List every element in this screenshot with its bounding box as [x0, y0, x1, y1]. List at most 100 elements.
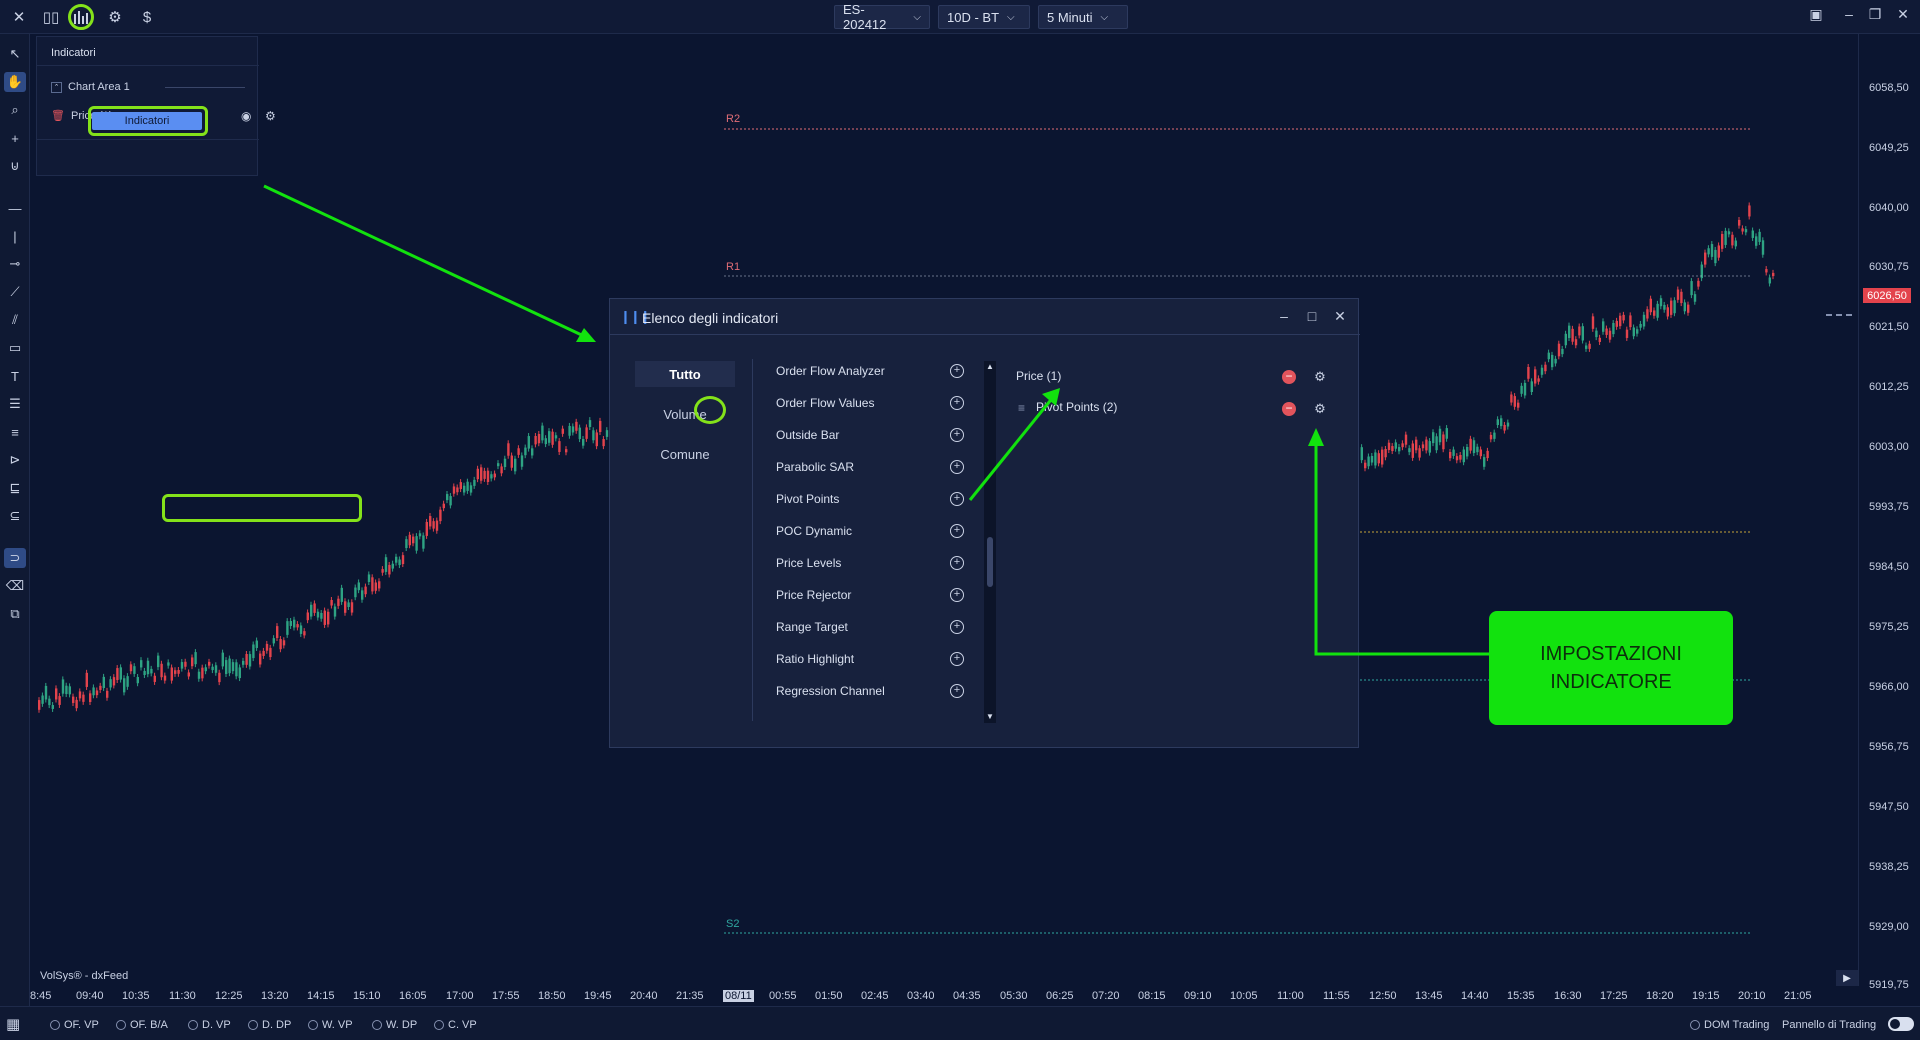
add-icon[interactable]: + [950, 428, 964, 442]
indicator-item[interactable]: Price Rejector + [776, 583, 966, 607]
add-icon[interactable]: + [950, 492, 964, 506]
remove-icon[interactable]: − [1282, 402, 1296, 416]
radio-of-vp[interactable]: OF. VP [50, 1019, 99, 1031]
measure-icon[interactable]: ⊳ [9, 452, 21, 467]
rectangle-icon[interactable]: ▭ [8, 340, 22, 355]
ray-icon[interactable]: ⊸ [9, 256, 21, 271]
minimize-icon[interactable]: – [1280, 308, 1288, 324]
close-window-icon[interactable]: ✕ [1897, 6, 1909, 22]
levels-icon[interactable]: ≡ [11, 424, 19, 440]
add-icon[interactable]: + [950, 556, 964, 570]
radio-w-dp[interactable]: W. DP [372, 1019, 417, 1031]
radio-d-dp[interactable]: D. DP [248, 1019, 291, 1031]
trash-icon[interactable]: 🗑 [51, 110, 65, 122]
lock-drawings-icon[interactable]: ⊆ [9, 508, 21, 523]
indicator-item[interactable]: POC Dynamic + [776, 519, 966, 543]
indicator-item[interactable]: Range Target + [776, 615, 966, 639]
currency-icon[interactable]: $ [142, 8, 152, 26]
indicator-item[interactable]: Parabolic SAR + [776, 455, 966, 479]
time-label: 17:55 [492, 990, 520, 1002]
close-icon[interactable]: ✕ [12, 9, 26, 26]
time-label: 00:55 [769, 990, 797, 1002]
trend-line-icon[interactable]: ⟋ [10, 284, 20, 299]
chart-area-group[interactable]: ⌃ Chart Area 1 [51, 81, 130, 93]
minimize-icon[interactable]: – [1845, 6, 1853, 22]
period-dropdown[interactable]: 10D - BT ⌵ [938, 5, 1030, 29]
candle-body [568, 425, 571, 436]
panel-toggle-icon[interactable]: ▦ [6, 1016, 21, 1033]
eye-icon[interactable]: ◉ [241, 108, 252, 123]
add-icon[interactable]: + [950, 460, 964, 474]
scrollbar-thumb[interactable] [987, 537, 993, 587]
radio-c-vp[interactable]: C. VP [434, 1019, 477, 1031]
scroll-to-end-button[interactable]: ▶ [1836, 970, 1858, 986]
dom-trading-toggle[interactable]: DOM Trading [1690, 1019, 1769, 1031]
collapse-icon[interactable]: ⌃ [51, 81, 62, 93]
scroll-up-icon[interactable]: ▲ [986, 362, 994, 371]
category-tab-all[interactable]: Tutto [635, 361, 735, 387]
radio-of-ba[interactable]: OF. B/A [116, 1019, 168, 1031]
pan-hand-icon[interactable]: ✋ [4, 72, 26, 92]
add-icon[interactable]: + [950, 524, 964, 538]
add-icon[interactable]: + [950, 620, 964, 634]
selected-indicator-pivot-points[interactable]: Pivot Points (2) [1036, 400, 1118, 414]
crosshair-icon[interactable]: + [11, 130, 19, 146]
eraser-icon[interactable]: ⌫ [5, 578, 25, 593]
open-indicators-button[interactable]: Indicatori [92, 112, 202, 130]
candle-body [483, 470, 486, 479]
cursor-icon[interactable]: ↖ [9, 46, 21, 61]
fibonacci-icon[interactable]: ☰ [9, 396, 21, 411]
restore-icon[interactable]: ❐ [1868, 6, 1882, 22]
ruler-icon[interactable]: ⊑ [9, 480, 21, 495]
add-icon[interactable]: + [950, 396, 964, 410]
magnet-icon[interactable]: ⊍ [10, 158, 20, 173]
timeframe-dropdown[interactable]: 5 Minuti ⌵ [1038, 5, 1128, 29]
indicator-item[interactable]: Outside Bar + [776, 423, 966, 447]
scroll-down-icon[interactable]: ▼ [986, 712, 994, 721]
add-icon[interactable]: + [950, 652, 964, 666]
add-icon[interactable]: + [950, 684, 964, 698]
channel-icon[interactable]: ⫽ [12, 312, 18, 327]
candle-body [344, 601, 347, 613]
text-icon[interactable]: T [11, 368, 19, 384]
candle-body [1724, 230, 1727, 245]
time-label: 01:50 [815, 990, 843, 1002]
symbol-dropdown[interactable]: ES-202412 ⌵ [834, 2, 930, 32]
chart-type-icon[interactable]: ▯▯ [42, 9, 60, 26]
remove-icon[interactable]: − [1282, 370, 1296, 384]
indicator-item[interactable]: Pivot Points + [776, 487, 966, 511]
vertical-line-icon[interactable]: | [13, 228, 17, 244]
indicator-item[interactable]: Price Levels + [776, 551, 966, 575]
horizontal-line-icon[interactable]: — [8, 200, 22, 216]
indicator-item[interactable]: Order Flow Analyzer + [776, 359, 966, 383]
radio-w-vp[interactable]: W. VP [308, 1019, 353, 1031]
gear-icon[interactable]: ⚙ [265, 108, 276, 123]
trading-panel-toggle[interactable] [1888, 1017, 1914, 1031]
add-icon[interactable]: + [950, 588, 964, 602]
gear-icon[interactable]: ⚙ [1314, 401, 1326, 416]
candle-body [378, 581, 381, 589]
drag-handle-icon[interactable]: ≡ [1018, 401, 1026, 415]
maximize-icon[interactable]: □ [1307, 308, 1317, 324]
indicators-icon[interactable] [68, 4, 94, 30]
time-axis[interactable]: 8:45 09:40 10:35 11:30 12:25 13:20 14:15 15:10 1… [30, 986, 1858, 1006]
indicator-item[interactable]: Order Flow Values + [776, 391, 966, 415]
dialog-header[interactable]: ❙❙❙ Elenco degli indicatori – □ ✕ [610, 299, 1360, 335]
candle-body [208, 661, 211, 666]
add-icon[interactable]: + [950, 364, 964, 378]
candle-body [1670, 300, 1673, 315]
close-icon[interactable]: ✕ [1334, 308, 1346, 324]
radio-d-vp[interactable]: D. VP [188, 1019, 231, 1031]
price-axis[interactable]: 6058,50 6049,25 6040,00 6030,75 6026,50 … [1858, 34, 1920, 991]
panel-layout-icon[interactable]: ▣ [1809, 6, 1823, 22]
category-tab-common[interactable]: Comune [660, 446, 710, 462]
layers-icon[interactable]: ⧉ [10, 606, 20, 621]
candle-body [228, 658, 231, 674]
magnet-mode-icon[interactable]: ⊃ [4, 548, 26, 568]
zoom-icon[interactable]: ⌕ [11, 102, 19, 117]
gear-icon[interactable]: ⚙ [1314, 369, 1326, 384]
indicator-item[interactable]: Ratio Highlight + [776, 647, 966, 671]
selected-indicator-price[interactable]: Price (1) [1016, 369, 1062, 383]
indicator-item[interactable]: Regression Channel + [776, 679, 966, 703]
settings-gear-icon[interactable]: ⚙ [108, 9, 122, 26]
